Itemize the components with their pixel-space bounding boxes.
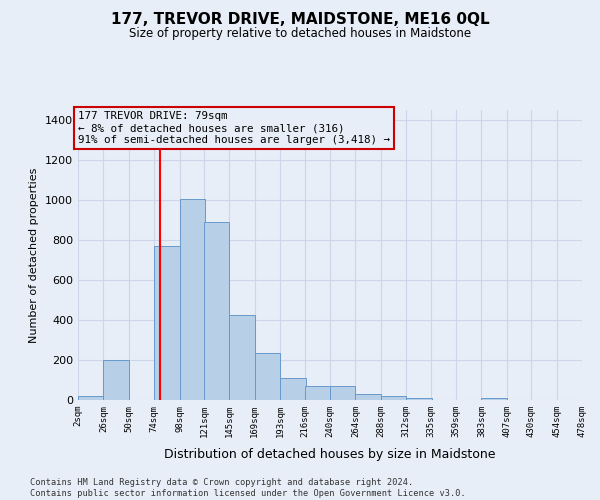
Bar [355,394,381,400]
Bar [305,386,330,400]
Bar [481,398,507,400]
Bar [406,398,431,400]
Bar [179,199,205,400]
Bar [103,360,129,400]
Y-axis label: Number of detached properties: Number of detached properties [29,168,40,342]
Bar [204,222,229,400]
Text: Contains HM Land Registry data © Crown copyright and database right 2024.
Contai: Contains HM Land Registry data © Crown c… [30,478,466,498]
X-axis label: Distribution of detached houses by size in Maidstone: Distribution of detached houses by size … [164,448,496,461]
Text: Size of property relative to detached houses in Maidstone: Size of property relative to detached ho… [129,28,471,40]
Bar [381,396,406,400]
Bar [154,246,179,400]
Bar [280,378,305,400]
Bar [229,315,255,400]
Bar [330,386,355,400]
Bar [255,353,280,400]
Text: 177, TREVOR DRIVE, MAIDSTONE, ME16 0QL: 177, TREVOR DRIVE, MAIDSTONE, ME16 0QL [110,12,490,28]
Bar [78,396,103,400]
Text: 177 TREVOR DRIVE: 79sqm
← 8% of detached houses are smaller (316)
91% of semi-de: 177 TREVOR DRIVE: 79sqm ← 8% of detached… [78,112,390,144]
